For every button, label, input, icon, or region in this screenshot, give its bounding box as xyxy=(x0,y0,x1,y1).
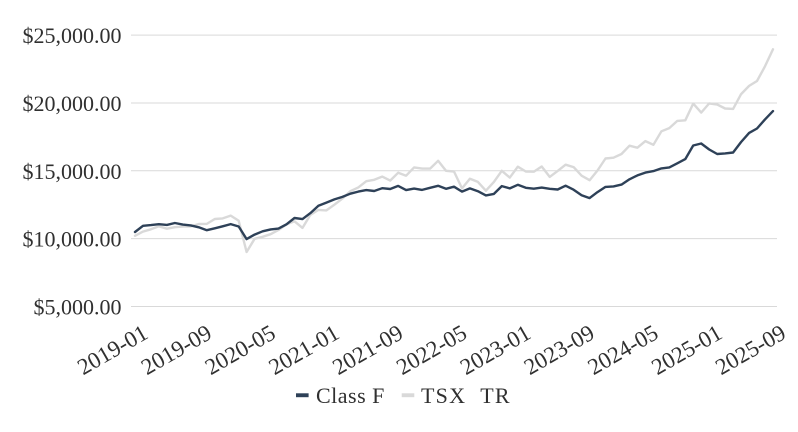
svg-text:TSX TR: TSX TR xyxy=(421,383,511,408)
svg-text:2019-09: 2019-09 xyxy=(137,320,216,380)
svg-text:2023-01: 2023-01 xyxy=(456,320,535,380)
svg-text:$20,000.00: $20,000.00 xyxy=(23,91,122,116)
svg-text:$15,000.00: $15,000.00 xyxy=(23,159,122,184)
svg-text:$25,000.00: $25,000.00 xyxy=(23,23,122,48)
svg-text:2020-05: 2020-05 xyxy=(201,320,280,380)
svg-text:2025-09: 2025-09 xyxy=(711,320,790,380)
svg-text:2025-01: 2025-01 xyxy=(647,320,726,380)
svg-text:2022-05: 2022-05 xyxy=(392,320,471,380)
svg-text:2021-09: 2021-09 xyxy=(328,320,407,380)
svg-text:$5,000.00: $5,000.00 xyxy=(34,295,122,320)
svg-text:2019-01: 2019-01 xyxy=(73,320,152,380)
svg-text:2021-01: 2021-01 xyxy=(265,320,344,380)
svg-text:2023-09: 2023-09 xyxy=(520,320,599,380)
svg-text:2024-05: 2024-05 xyxy=(584,320,663,380)
svg-text:$10,000.00: $10,000.00 xyxy=(23,227,122,252)
svg-text:Class F: Class F xyxy=(316,383,385,408)
